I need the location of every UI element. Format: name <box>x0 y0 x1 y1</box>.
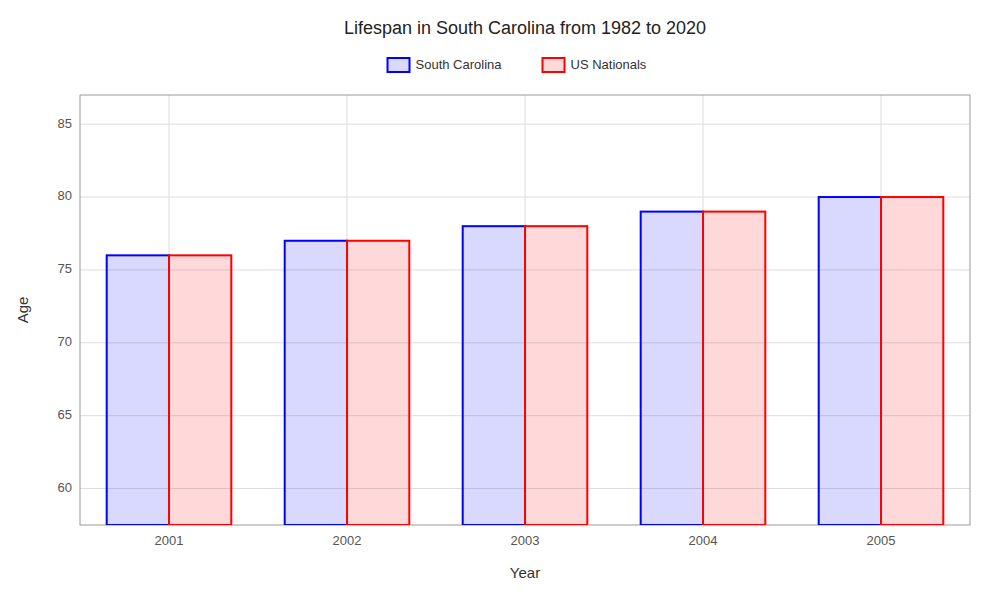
chart: 60 65 70 75 80 85 2001 2002 2003 2004 2005 Year Age L… <box>0 0 1000 600</box>
y-tick-label: 70 <box>58 334 72 349</box>
x-tick-label: 2004 <box>689 533 718 548</box>
title: Lifespan in South Carolina from 1982 to … <box>344 18 706 38</box>
y-tick-label: 60 <box>58 480 72 495</box>
bar <box>107 255 169 525</box>
bar <box>641 212 703 525</box>
y-tick-label: 65 <box>58 407 72 422</box>
legend-label: US Nationals <box>571 57 647 72</box>
bar <box>881 197 943 525</box>
bar <box>347 241 409 525</box>
legend-swatch <box>543 58 565 72</box>
x-tick-label: 2002 <box>333 533 362 548</box>
chart-container: 60 65 70 75 80 85 2001 2002 2003 2004 2005 Year Age L… <box>0 0 1000 600</box>
bar <box>463 226 525 525</box>
bar <box>703 212 765 525</box>
plot-frame <box>80 95 970 525</box>
bars <box>107 197 944 525</box>
x-axis-label: Year <box>510 564 540 581</box>
y-tick-label: 75 <box>58 261 72 276</box>
legend: South Carolina US Nationals <box>388 57 647 72</box>
x-tick-label: 2005 <box>867 533 896 548</box>
y-tick-label: 80 <box>58 188 72 203</box>
bar <box>525 226 587 525</box>
bar <box>285 241 347 525</box>
legend-swatch <box>388 58 410 72</box>
legend-label: South Carolina <box>416 57 503 72</box>
x-tick-label: 2001 <box>155 533 184 548</box>
y-axis-label: Age <box>14 297 31 324</box>
x-tick-label: 2003 <box>511 533 540 548</box>
bar <box>169 255 231 525</box>
axes: 60 65 70 75 80 85 2001 2002 2003 2004 2005 <box>58 116 896 548</box>
y-tick-label: 85 <box>58 116 72 131</box>
grid <box>80 95 970 525</box>
bar <box>819 197 881 525</box>
